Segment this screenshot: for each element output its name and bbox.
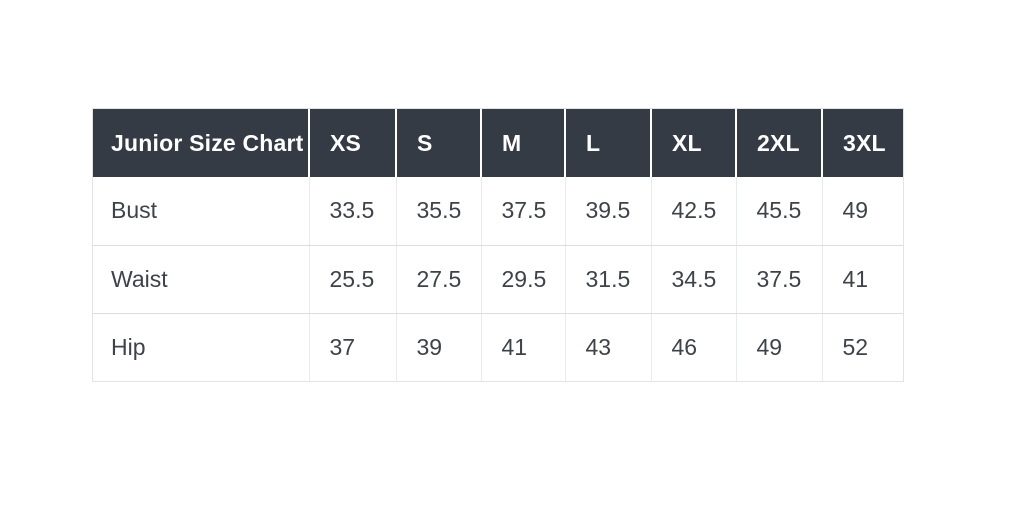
cell-bust-xs: 33.5 [309, 177, 397, 246]
row-label-waist: Waist [93, 245, 310, 314]
header-cell-2xl: 2XL [736, 109, 823, 177]
cell-hip-2xl: 49 [736, 313, 823, 381]
header-cell-m: M [481, 109, 566, 177]
cell-waist-l: 31.5 [565, 245, 652, 314]
row-label-hip: Hip [93, 313, 310, 381]
cell-waist-2xl: 37.5 [736, 245, 823, 314]
cell-waist-s: 27.5 [396, 245, 482, 314]
header-cell-s: S [396, 109, 482, 177]
cell-hip-xs: 37 [309, 313, 397, 381]
cell-bust-xl: 42.5 [651, 177, 737, 246]
header-cell-xs: XS [309, 109, 397, 177]
cell-bust-l: 39.5 [565, 177, 652, 246]
cell-hip-xl: 46 [651, 313, 737, 381]
header-cell-l: L [565, 109, 652, 177]
cell-hip-l: 43 [565, 313, 652, 381]
table-row-bust: Bust 33.5 35.5 37.5 39.5 42.5 45.5 49 [93, 177, 903, 246]
cell-hip-s: 39 [396, 313, 482, 381]
cell-waist-m: 29.5 [481, 245, 566, 314]
table-row-waist: Waist 25.5 27.5 29.5 31.5 34.5 37.5 41 [93, 245, 903, 314]
size-chart-container: Junior Size Chart XS S M L XL 2XL 3XL Bu… [92, 108, 904, 382]
cell-hip-3xl: 52 [822, 313, 903, 381]
cell-bust-3xl: 49 [822, 177, 903, 246]
cell-waist-xs: 25.5 [309, 245, 397, 314]
cell-bust-2xl: 45.5 [736, 177, 823, 246]
cell-hip-m: 41 [481, 313, 566, 381]
header-row: Junior Size Chart XS S M L XL 2XL 3XL [93, 109, 903, 177]
cell-waist-3xl: 41 [822, 245, 903, 314]
cell-bust-m: 37.5 [481, 177, 566, 246]
junior-size-chart-table: Junior Size Chart XS S M L XL 2XL 3XL Bu… [93, 109, 903, 381]
table-title: Junior Size Chart [93, 109, 310, 177]
header-cell-3xl: 3XL [822, 109, 903, 177]
header-cell-xl: XL [651, 109, 737, 177]
cell-bust-s: 35.5 [396, 177, 482, 246]
table-row-hip: Hip 37 39 41 43 46 49 52 [93, 313, 903, 381]
cell-waist-xl: 34.5 [651, 245, 737, 314]
row-label-bust: Bust [93, 177, 310, 246]
